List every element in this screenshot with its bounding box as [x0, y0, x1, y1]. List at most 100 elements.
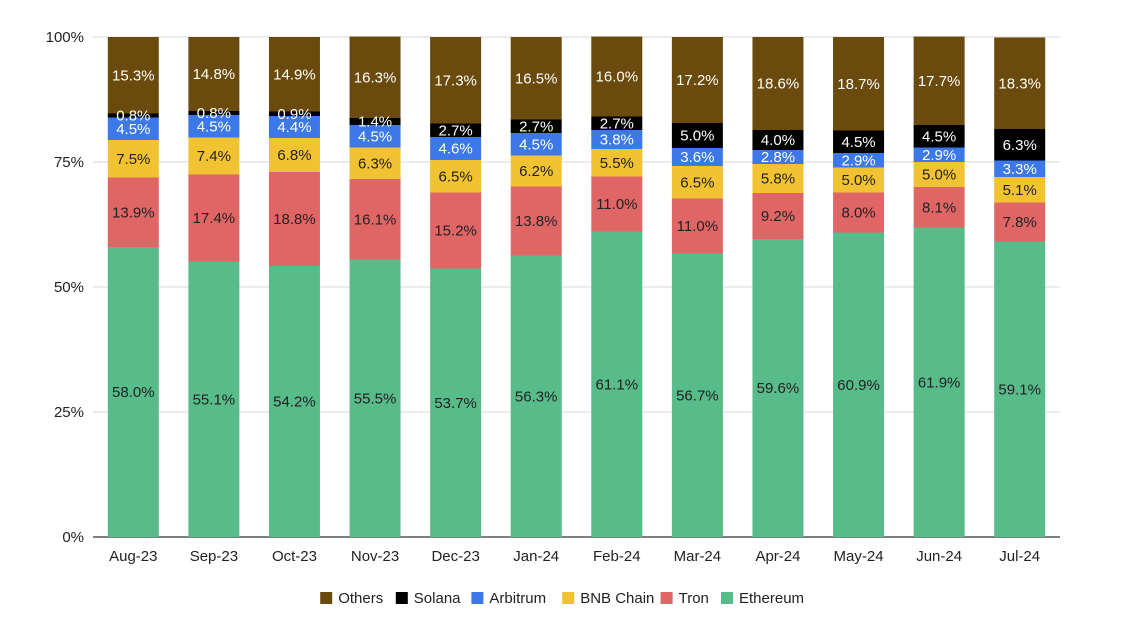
bar-segment-tron	[188, 174, 240, 262]
data-label: 2.7%	[600, 115, 634, 132]
bar-segment-solana	[107, 113, 159, 118]
data-label: 4.5%	[358, 128, 392, 145]
data-label: 5.0%	[841, 172, 875, 189]
bar-segment-solana	[510, 119, 562, 133]
data-label: 4.4%	[277, 119, 311, 136]
data-label: 6.3%	[358, 155, 392, 172]
x-tick-label: May-24	[834, 548, 884, 565]
data-label: 2.8%	[761, 149, 795, 166]
bar-segment-ethereum	[752, 239, 804, 537]
bar-segment-ethereum	[833, 232, 885, 537]
bar-segment-bnb-chain	[752, 164, 804, 193]
bar-segment-others	[349, 36, 401, 118]
data-label: 18.7%	[837, 76, 880, 93]
bar-segment-ethereum	[349, 259, 401, 537]
bar-segment-solana	[671, 123, 723, 148]
bar-segment-ethereum	[107, 247, 159, 537]
data-label: 17.4%	[193, 210, 236, 227]
data-label: 55.1%	[193, 391, 236, 408]
data-label: 0.8%	[116, 108, 150, 125]
bar-segment-others	[913, 36, 965, 125]
y-tick-label: 0%	[62, 529, 84, 546]
bars-layer	[107, 36, 1046, 537]
x-tick-label: Oct-23	[272, 548, 317, 565]
legend-swatch-bnb-chain	[562, 592, 575, 604]
bar-segment-others	[268, 37, 320, 112]
legend-swatch-ethereum	[721, 592, 733, 604]
x-tick-label: Jun-24	[916, 548, 962, 565]
data-label: 14.9%	[273, 66, 316, 83]
data-label: 54.2%	[273, 394, 316, 411]
bar-segment-solana	[752, 130, 804, 150]
data-label: 0.8%	[197, 105, 231, 122]
data-label: 6.5%	[680, 174, 714, 191]
bar-segment-others	[188, 37, 240, 111]
x-tick-label: Nov-23	[351, 548, 399, 565]
bar-segment-arbitrum	[752, 150, 804, 164]
x-tick-label: Dec-23	[431, 548, 479, 565]
data-label: 18.3%	[998, 75, 1041, 92]
data-label: 7.5%	[116, 151, 150, 168]
data-label: 6.3%	[1003, 137, 1037, 154]
data-label: 5.0%	[922, 167, 956, 184]
data-label: 16.0%	[596, 69, 639, 86]
data-label: 2.7%	[519, 118, 553, 135]
bar-segment-bnb-chain	[349, 147, 401, 179]
bar-segment-bnb-chain	[671, 166, 723, 199]
y-tick-label: 25%	[54, 404, 84, 421]
bar-segment-ethereum	[913, 227, 965, 537]
legend-label: Ethereum	[739, 590, 804, 607]
bar-segment-ethereum	[671, 253, 723, 537]
y-tick-label: 50%	[54, 279, 84, 296]
data-label: 4.6%	[439, 141, 473, 158]
data-label: 60.9%	[837, 377, 880, 394]
data-label: 8.1%	[922, 199, 956, 216]
data-label: 17.7%	[918, 73, 961, 90]
legend-swatch-others	[320, 592, 333, 604]
data-label: 4.5%	[841, 134, 875, 151]
bar-segment-tron	[833, 192, 885, 233]
data-label: 13.8%	[515, 213, 558, 230]
data-label: 1.4%	[358, 114, 392, 131]
bar-segment-tron	[107, 177, 159, 247]
legend-swatch-arbitrum	[471, 592, 484, 604]
bar-segment-ethereum	[430, 268, 482, 537]
x-tick-label: Apr-24	[755, 548, 800, 565]
bar-segment-tron	[430, 192, 482, 269]
data-labels-layer: 58.0%13.9%7.5%4.5%0.8%15.3%55.1%17.4%7.4…	[112, 66, 1041, 412]
bar-segment-arbitrum	[349, 125, 401, 148]
y-tick-label: 75%	[54, 154, 84, 171]
data-label: 4.5%	[197, 118, 231, 135]
legend-label: Solana	[414, 590, 461, 607]
bar-segment-others	[994, 37, 1046, 129]
data-label: 17.3%	[434, 72, 477, 89]
bar-segment-arbitrum	[591, 130, 643, 149]
data-label: 59.1%	[998, 381, 1041, 398]
bar-segment-arbitrum	[107, 117, 159, 140]
legend: Others Solana Arbitrum BNB Chain Tron Ethereu…	[320, 590, 804, 607]
data-label: 16.5%	[515, 70, 558, 87]
bar-segment-tron	[349, 179, 401, 260]
data-label: 11.0%	[596, 196, 637, 213]
bar-segment-bnb-chain	[268, 138, 320, 172]
data-label: 58.0%	[112, 384, 155, 401]
bar-segment-tron	[752, 193, 804, 239]
bar-segment-tron	[671, 198, 723, 254]
data-label: 3.3%	[1003, 161, 1037, 178]
legend-swatch-tron	[660, 592, 673, 604]
data-label: 13.9%	[112, 204, 155, 221]
legend-label: Tron	[679, 590, 709, 607]
data-label: 3.6%	[680, 149, 714, 166]
data-label: 2.7%	[439, 122, 473, 139]
bar-segment-ethereum	[510, 255, 562, 537]
data-label: 53.7%	[434, 395, 477, 412]
data-label: 61.1%	[596, 376, 639, 393]
data-label: 61.9%	[918, 374, 961, 391]
bar-segment-solana	[430, 123, 482, 137]
bar-segment-tron	[913, 187, 965, 228]
legend-label: Others	[338, 590, 383, 607]
data-label: 6.8%	[277, 147, 311, 164]
data-label: 7.8%	[1003, 214, 1037, 231]
data-label: 4.0%	[761, 132, 795, 149]
